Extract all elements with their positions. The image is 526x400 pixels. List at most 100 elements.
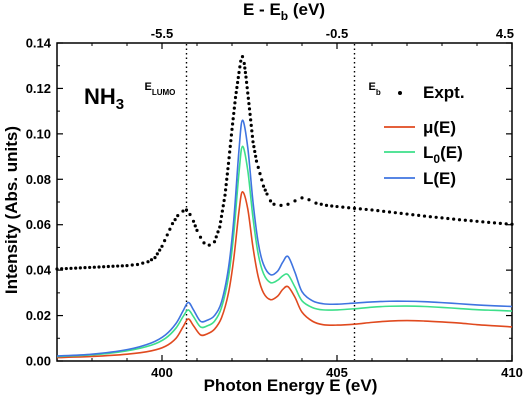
x-axis-title: Photon Energy E (eV) bbox=[204, 376, 378, 395]
expt-point bbox=[249, 118, 253, 122]
y-tick-label-1: 0.02 bbox=[26, 308, 51, 323]
expt-point bbox=[250, 129, 254, 133]
expt-point bbox=[160, 244, 164, 248]
expt-point bbox=[250, 134, 255, 138]
legend-label-0-main: Expt. bbox=[423, 83, 465, 102]
expt-point bbox=[173, 218, 177, 222]
expt-point bbox=[261, 184, 266, 188]
expt-point bbox=[223, 188, 228, 192]
expt-point bbox=[229, 133, 234, 137]
expt-point bbox=[364, 207, 368, 212]
expt-point bbox=[236, 80, 240, 85]
top-axis-title-main: E - E bbox=[243, 0, 281, 19]
expt-point bbox=[176, 214, 180, 218]
expt-point bbox=[341, 205, 345, 209]
expt-point bbox=[69, 266, 73, 270]
expt-point bbox=[225, 177, 229, 181]
y-tick-label-3: 0.06 bbox=[26, 217, 51, 232]
expt-point bbox=[230, 127, 234, 131]
expt-point bbox=[146, 260, 150, 264]
expt-point bbox=[232, 106, 236, 110]
expt-point bbox=[229, 139, 233, 143]
y-tick-label-5: 0.10 bbox=[26, 126, 51, 141]
legend-marker-0 bbox=[398, 91, 402, 95]
expt-point bbox=[249, 123, 253, 127]
expt-point bbox=[163, 239, 167, 243]
expt-point bbox=[243, 70, 248, 75]
expt-point bbox=[135, 262, 140, 267]
expt-point bbox=[224, 182, 228, 187]
expt-point bbox=[235, 85, 239, 90]
expt-point bbox=[223, 193, 227, 197]
expt-point bbox=[457, 218, 462, 222]
x-tick-label-1: 405 bbox=[326, 365, 348, 380]
vline-label-eb: Eb bbox=[369, 81, 381, 97]
expt-point bbox=[253, 149, 257, 154]
expt-point bbox=[358, 207, 362, 211]
expt-point bbox=[260, 178, 264, 182]
expt-point bbox=[231, 117, 235, 121]
legend-label-0: Expt. bbox=[423, 83, 465, 102]
expt-point bbox=[195, 228, 199, 232]
expt-point bbox=[238, 65, 242, 69]
expt-point bbox=[153, 256, 157, 260]
expt-point bbox=[130, 263, 134, 267]
expt-point bbox=[376, 209, 380, 213]
expt-point bbox=[184, 208, 189, 212]
expt-point bbox=[417, 213, 421, 218]
expt-point bbox=[141, 261, 145, 265]
legend-label-3-main: L(E) bbox=[423, 169, 456, 188]
expt-point bbox=[218, 225, 222, 229]
expt-point bbox=[216, 230, 220, 234]
expt-point bbox=[244, 75, 248, 79]
expt-point bbox=[245, 86, 249, 90]
expt-point bbox=[165, 233, 169, 237]
expt-point bbox=[492, 221, 497, 225]
expt-point bbox=[111, 264, 115, 268]
vline-label-lumo: ELUMO bbox=[145, 81, 176, 97]
legend-label-2: L0(E) bbox=[423, 143, 463, 166]
y-tick-label-4: 0.08 bbox=[26, 172, 51, 187]
x-tick-label-2: 410 bbox=[501, 365, 523, 380]
molecule-label-sub: 3 bbox=[116, 96, 124, 113]
expt-point bbox=[405, 212, 409, 216]
expt-point bbox=[293, 199, 297, 203]
expt-point bbox=[220, 209, 224, 213]
expt-point bbox=[330, 204, 334, 208]
y-tick-label-7: 0.14 bbox=[26, 36, 52, 51]
expt-point bbox=[237, 70, 241, 75]
top-axis-title-tail: (eV) bbox=[288, 0, 325, 19]
expt-point bbox=[393, 211, 397, 215]
expt-point bbox=[202, 241, 206, 245]
y-tick-label-0: 0.00 bbox=[26, 354, 51, 369]
expt-point bbox=[256, 165, 260, 169]
expt-point bbox=[319, 202, 323, 206]
expt-point bbox=[279, 203, 283, 208]
expt-point bbox=[232, 111, 236, 116]
expt-point bbox=[219, 220, 223, 224]
expt-point bbox=[225, 172, 229, 176]
legend-label-1-main: μ(E) bbox=[423, 118, 456, 137]
expt-point bbox=[236, 75, 240, 80]
x-tick-label-0: 400 bbox=[151, 365, 173, 380]
expt-point bbox=[120, 264, 124, 268]
series-line-2 bbox=[56, 145, 513, 358]
expt-point bbox=[181, 209, 185, 213]
expt-point bbox=[382, 209, 386, 213]
expt-point bbox=[387, 210, 392, 214]
expt-point bbox=[106, 264, 110, 269]
top-axis-title-sub: b bbox=[281, 9, 288, 23]
expt-point bbox=[265, 192, 269, 196]
expt-point bbox=[102, 265, 106, 269]
y-axis-title: Intensity (Abs. units) bbox=[2, 126, 21, 294]
expt-point bbox=[228, 144, 232, 148]
expt-point bbox=[247, 101, 251, 106]
expt-point bbox=[248, 112, 252, 116]
legend-label-2-main: L bbox=[423, 143, 433, 162]
expt-point bbox=[481, 220, 485, 224]
expt-point bbox=[219, 214, 224, 218]
series-line-1 bbox=[56, 190, 513, 359]
expt-point bbox=[228, 150, 232, 154]
expt-point bbox=[510, 222, 514, 226]
expt-point bbox=[335, 204, 339, 209]
